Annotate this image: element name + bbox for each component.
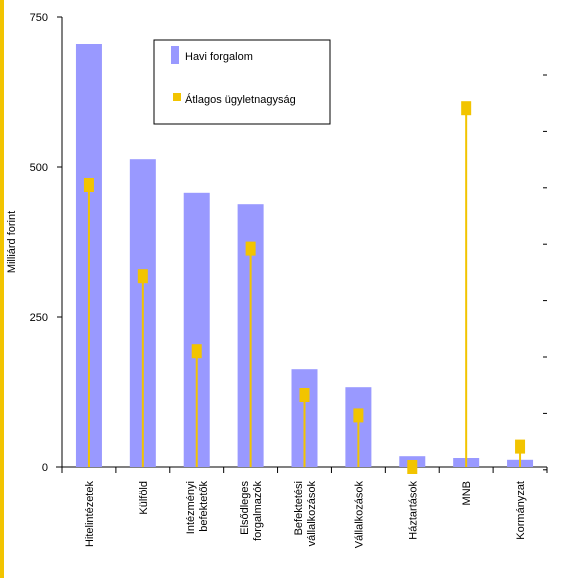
marker-point bbox=[461, 101, 472, 116]
category-label-line: Háztartások bbox=[407, 481, 419, 540]
category-label: Befektetési vállalkozások bbox=[293, 481, 318, 547]
category-label: MNB bbox=[461, 481, 473, 505]
marker-point bbox=[245, 241, 256, 256]
left-accent-stripe bbox=[0, 0, 4, 578]
legend-swatch-bar bbox=[171, 46, 179, 64]
y-tick-label: 500 bbox=[30, 162, 48, 174]
category-label: Hitelintézetek bbox=[84, 481, 96, 548]
y-axis-label: Milliárd forint bbox=[6, 211, 18, 273]
category-label: Elsődleges forgalmazók bbox=[239, 481, 264, 541]
legend-box bbox=[153, 39, 331, 125]
legend: Havi forgalom Átlagos ügyletnagyság bbox=[153, 39, 331, 125]
legend-label-atlagos-ugyletnagysag: Átlagos ügyletnagyság bbox=[185, 93, 296, 106]
marker-point bbox=[353, 408, 364, 423]
category-label-line: Vállalkozások bbox=[353, 481, 365, 549]
category-label: Külföld bbox=[138, 481, 150, 515]
category-label-line: forgalmazók bbox=[252, 481, 264, 541]
category-label: Vállalkozások bbox=[353, 481, 365, 549]
y-tick-label: 0 bbox=[42, 462, 48, 474]
category-label-line: Kormányzat bbox=[515, 481, 527, 540]
category-label: Kormányzat bbox=[515, 481, 527, 540]
category-label-line: befektetők bbox=[198, 481, 210, 532]
category-label-line: Intézményi bbox=[185, 481, 197, 534]
marker-point bbox=[83, 178, 94, 192]
bars bbox=[75, 44, 534, 468]
marker-point bbox=[515, 439, 526, 454]
category-label-line: vállalkozások bbox=[306, 481, 318, 547]
category-label-line: Befektetési bbox=[293, 481, 305, 535]
y-tick-label: 750 bbox=[30, 12, 48, 24]
average-transaction-markers bbox=[83, 101, 526, 474]
y-tick-label: 250 bbox=[30, 312, 48, 324]
marker-point bbox=[299, 388, 310, 402]
category-labels: Hitelintézetek Külföld Intézményi befektető… bbox=[84, 481, 527, 549]
category-label-line: MNB bbox=[461, 481, 473, 505]
legend-swatch-marker bbox=[173, 93, 181, 101]
category-label-line: Külföld bbox=[138, 481, 150, 515]
category-label-line: Elsődleges bbox=[239, 481, 251, 535]
legend-label-havi-forgalom: Havi forgalom bbox=[185, 51, 253, 63]
marker-point bbox=[191, 344, 202, 359]
marker-point bbox=[407, 460, 418, 474]
category-label-line: Hitelintézetek bbox=[84, 481, 96, 548]
category-label: Háztartások bbox=[407, 481, 419, 540]
category-label: Intézményi befektetők bbox=[185, 481, 210, 535]
marker-point bbox=[137, 269, 148, 284]
